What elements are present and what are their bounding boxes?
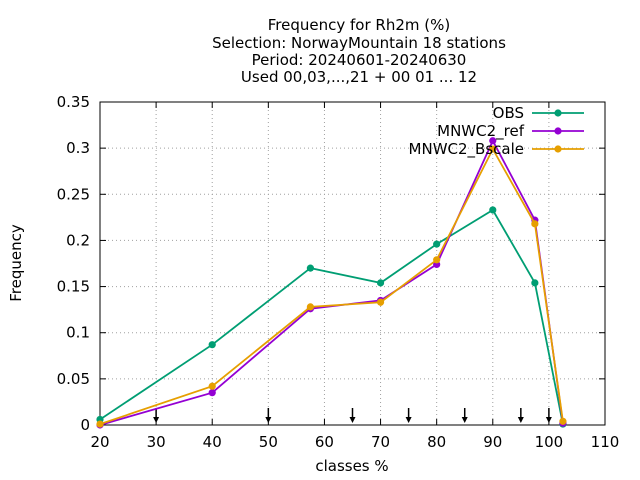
y-axis-ticks: 0 0.05 0.1 0.15 0.2 0.25 0.3 0.35 bbox=[57, 93, 605, 434]
plot-frame bbox=[99, 101, 606, 426]
legend-marker bbox=[554, 127, 562, 135]
x-tick-label: 80 bbox=[427, 433, 446, 451]
legend-label: MNWC2_Bscale bbox=[409, 140, 524, 159]
data-point bbox=[489, 137, 497, 145]
arrow-head bbox=[153, 417, 160, 423]
x-tick-label: 60 bbox=[315, 433, 334, 451]
y-tick-label: 0.3 bbox=[66, 139, 90, 157]
series-obs bbox=[96, 206, 567, 428]
x-axis-ticks: 20 30 40 50 60 70 80 90 100 110 bbox=[90, 102, 619, 451]
data-point bbox=[433, 240, 441, 248]
y-tick-label: 0 bbox=[80, 416, 90, 434]
x-tick-label: 40 bbox=[203, 433, 222, 451]
class-limit-arrow bbox=[265, 408, 272, 423]
legend-entry: OBS bbox=[493, 104, 584, 122]
data-point bbox=[376, 279, 385, 287]
series-mnwc2-ref bbox=[96, 137, 567, 429]
y-tick-label: 0.35 bbox=[57, 93, 90, 111]
x-tick-label: 20 bbox=[90, 433, 109, 451]
y-tick-label: 0.15 bbox=[57, 278, 90, 296]
arrow-head bbox=[265, 417, 272, 423]
title-line-3: Period: 20240601-20240630 bbox=[252, 51, 467, 69]
data-point bbox=[208, 389, 216, 397]
series-line bbox=[99, 208, 564, 425]
legend-marker bbox=[554, 145, 562, 153]
arrow-head bbox=[349, 417, 356, 423]
data-point bbox=[559, 417, 567, 425]
series-line bbox=[99, 138, 564, 426]
legend-entry: MNWC2_Bscale bbox=[409, 140, 584, 159]
data-point bbox=[96, 420, 104, 428]
legend-entry: MNWC2_ref bbox=[437, 122, 584, 141]
data-point bbox=[208, 382, 216, 390]
arrow-head bbox=[545, 417, 552, 423]
class-limit-arrow bbox=[517, 408, 524, 423]
class-limit-arrows bbox=[153, 408, 552, 423]
class-limit-arrow bbox=[349, 408, 356, 423]
data-point bbox=[306, 303, 315, 311]
arrow-head bbox=[405, 417, 412, 423]
class-limit-arrow bbox=[153, 408, 160, 423]
x-tick-label: 90 bbox=[483, 433, 502, 451]
data-point bbox=[433, 256, 441, 264]
x-tick-label: 110 bbox=[591, 433, 620, 451]
x-tick-label: 100 bbox=[535, 433, 564, 451]
y-tick-label: 0.1 bbox=[66, 324, 90, 342]
y-tick-label: 0.05 bbox=[57, 370, 90, 388]
y-tick-label: 0.2 bbox=[66, 231, 90, 249]
data-point bbox=[531, 220, 539, 228]
data-point bbox=[376, 298, 385, 306]
data-point bbox=[208, 341, 216, 349]
x-tick-label: 50 bbox=[259, 433, 278, 451]
x-axis-label: classes % bbox=[315, 457, 388, 475]
data-point bbox=[306, 264, 315, 272]
class-limit-arrow bbox=[461, 408, 468, 423]
data-point bbox=[489, 206, 497, 214]
chart-title: Frequency for Rh2m (%) Selection: Norway… bbox=[212, 16, 506, 86]
y-axis-label: Frequency bbox=[7, 224, 25, 302]
arrow-head bbox=[517, 417, 524, 423]
data-point bbox=[531, 279, 539, 287]
data-series bbox=[96, 137, 567, 429]
series-line bbox=[99, 147, 564, 425]
x-tick-label: 30 bbox=[147, 433, 166, 451]
title-line-1: Frequency for Rh2m (%) bbox=[268, 16, 450, 34]
grid bbox=[100, 102, 605, 425]
legend-marker bbox=[554, 109, 562, 117]
y-tick-label: 0.25 bbox=[57, 185, 90, 203]
axes bbox=[99, 101, 606, 426]
legend-label: MNWC2_ref bbox=[437, 122, 525, 141]
data-point bbox=[489, 145, 497, 153]
class-limit-arrow bbox=[405, 408, 412, 423]
legend-label: OBS bbox=[493, 104, 524, 122]
series-mnwc2-bscale bbox=[96, 145, 567, 428]
title-line-2: Selection: NorwayMountain 18 stations bbox=[212, 34, 506, 52]
arrow-head bbox=[461, 417, 468, 423]
class-limit-arrow bbox=[545, 408, 552, 423]
title-line-4: Used 00,03,...,21 + 00 01 ... 12 bbox=[241, 68, 477, 86]
x-tick-label: 70 bbox=[371, 433, 390, 451]
